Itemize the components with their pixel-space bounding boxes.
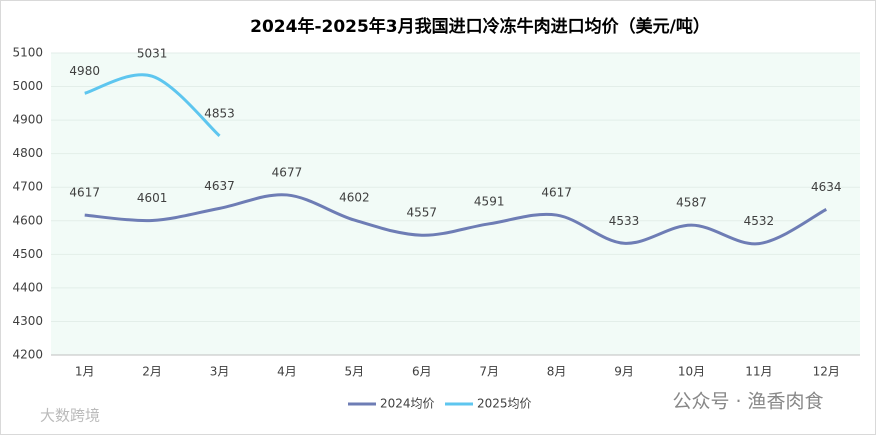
legend-label: 2025均价 <box>477 397 532 411</box>
data-label: 4853 <box>204 106 235 120</box>
data-label: 4591 <box>474 194 505 208</box>
legend-label: 2024均价 <box>380 397 435 411</box>
data-label: 4602 <box>339 191 370 205</box>
x-tick-label: 9月 <box>614 365 634 379</box>
y-tick-label: 4600 <box>12 213 43 227</box>
data-label: 4677 <box>272 165 303 179</box>
data-label: 4587 <box>676 196 707 210</box>
watermark: 公众号 · 渔香肉食 <box>672 391 823 413</box>
data-label: 4533 <box>609 214 640 228</box>
y-tick-label: 4400 <box>12 280 43 294</box>
chart-title: 2024年-2025年3月我国进口冷冻牛肉进口均价（美元/吨） <box>250 16 710 37</box>
data-label: 4601 <box>137 191 168 205</box>
data-label: 4617 <box>541 186 572 200</box>
x-tick-label: 2月 <box>142 365 162 379</box>
data-label: 4637 <box>204 179 235 193</box>
data-label: 4634 <box>811 180 842 194</box>
y-tick-label: 5100 <box>12 46 43 60</box>
x-tick-label: 1月 <box>75 365 95 379</box>
y-tick-label: 4700 <box>12 180 43 194</box>
x-tick-label: 6月 <box>412 365 432 379</box>
x-tick-label: 5月 <box>345 365 365 379</box>
y-tick-label: 4200 <box>12 348 43 362</box>
series-line <box>84 193 828 246</box>
series-line <box>84 73 221 138</box>
x-tick-label: 11月 <box>745 365 772 379</box>
data-label: 4557 <box>407 206 438 220</box>
watermark: 大数跨境 <box>40 407 100 425</box>
x-tick-label: 8月 <box>547 365 567 379</box>
data-label: 4980 <box>69 64 100 78</box>
plot-area <box>51 53 860 355</box>
y-tick-label: 4500 <box>12 247 43 261</box>
data-label: 4532 <box>744 214 775 228</box>
x-tick-label: 10月 <box>678 365 705 379</box>
y-tick-label: 4800 <box>12 146 43 160</box>
data-label: 4617 <box>69 186 100 200</box>
x-tick-label: 4月 <box>277 365 297 379</box>
x-tick-label: 12月 <box>813 365 840 379</box>
x-tick-label: 7月 <box>479 365 499 379</box>
y-tick-label: 4900 <box>12 113 43 127</box>
x-tick-label: 3月 <box>210 365 230 379</box>
y-tick-label: 4300 <box>12 314 43 328</box>
data-label: 5031 <box>137 47 168 61</box>
y-tick-label: 5000 <box>12 79 43 93</box>
